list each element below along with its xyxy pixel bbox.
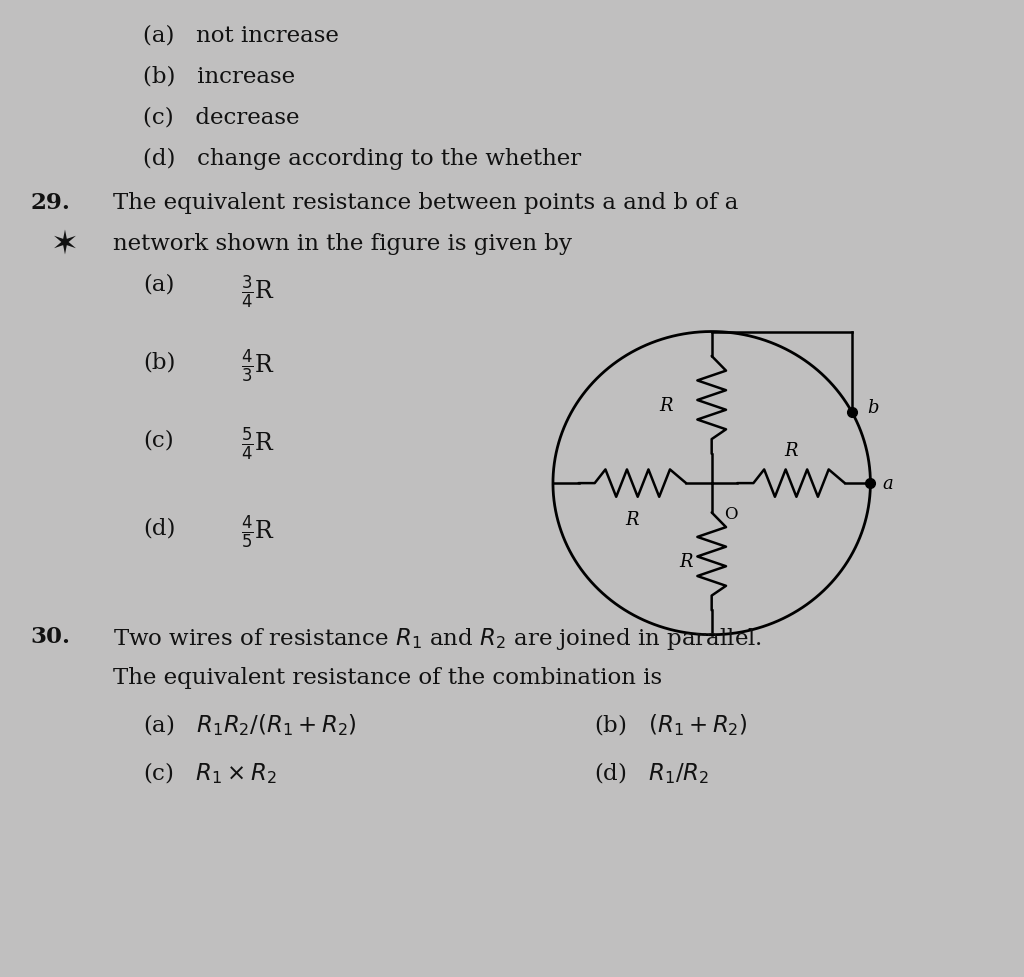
Text: (a)   $R_1 R_2/(R_1+R_2)$: (a) $R_1 R_2/(R_1+R_2)$ xyxy=(143,711,357,737)
Text: (c): (c) xyxy=(143,429,174,450)
Text: R: R xyxy=(659,397,673,414)
Text: a: a xyxy=(883,475,893,492)
Text: $\frac{4}{5}$R: $\frac{4}{5}$R xyxy=(241,513,274,550)
Text: 30.: 30. xyxy=(31,625,71,647)
Text: (b): (b) xyxy=(143,351,176,372)
Text: (c)   decrease: (c) decrease xyxy=(143,106,300,128)
Text: (a)   not increase: (a) not increase xyxy=(143,24,339,46)
Text: (d): (d) xyxy=(143,517,176,538)
Text: (a): (a) xyxy=(143,274,175,295)
Text: $\frac{5}{4}$R: $\frac{5}{4}$R xyxy=(241,425,274,462)
Text: O: O xyxy=(724,505,737,522)
Text: $\frac{4}{3}$R: $\frac{4}{3}$R xyxy=(241,347,274,384)
Text: The equivalent resistance of the combination is: The equivalent resistance of the combina… xyxy=(113,666,662,688)
Text: R: R xyxy=(626,511,639,529)
Text: (b)   $(R_1+R_2)$: (b) $(R_1+R_2)$ xyxy=(594,711,748,737)
Text: (b)   increase: (b) increase xyxy=(143,65,296,87)
Text: 29.: 29. xyxy=(31,191,71,213)
Text: R: R xyxy=(784,442,798,459)
Text: The equivalent resistance between points a and b of a: The equivalent resistance between points… xyxy=(113,191,738,213)
Text: (c)   $R_1 \times R_2$: (c) $R_1 \times R_2$ xyxy=(143,759,278,785)
Text: (d)   $R_1/R_2$: (d) $R_1/R_2$ xyxy=(594,759,709,785)
Text: $\frac{3}{4}$R: $\frac{3}{4}$R xyxy=(241,274,274,311)
Text: network shown in the figure is given by: network shown in the figure is given by xyxy=(113,233,571,254)
Text: b: b xyxy=(867,399,879,416)
Text: Two wires of resistance $R_1$ and $R_2$ are joined in parallel.: Two wires of resistance $R_1$ and $R_2$ … xyxy=(113,625,762,652)
Text: (d)   change according to the whether: (d) change according to the whether xyxy=(143,148,582,170)
Text: ✶: ✶ xyxy=(51,228,79,261)
Text: R: R xyxy=(680,553,693,571)
